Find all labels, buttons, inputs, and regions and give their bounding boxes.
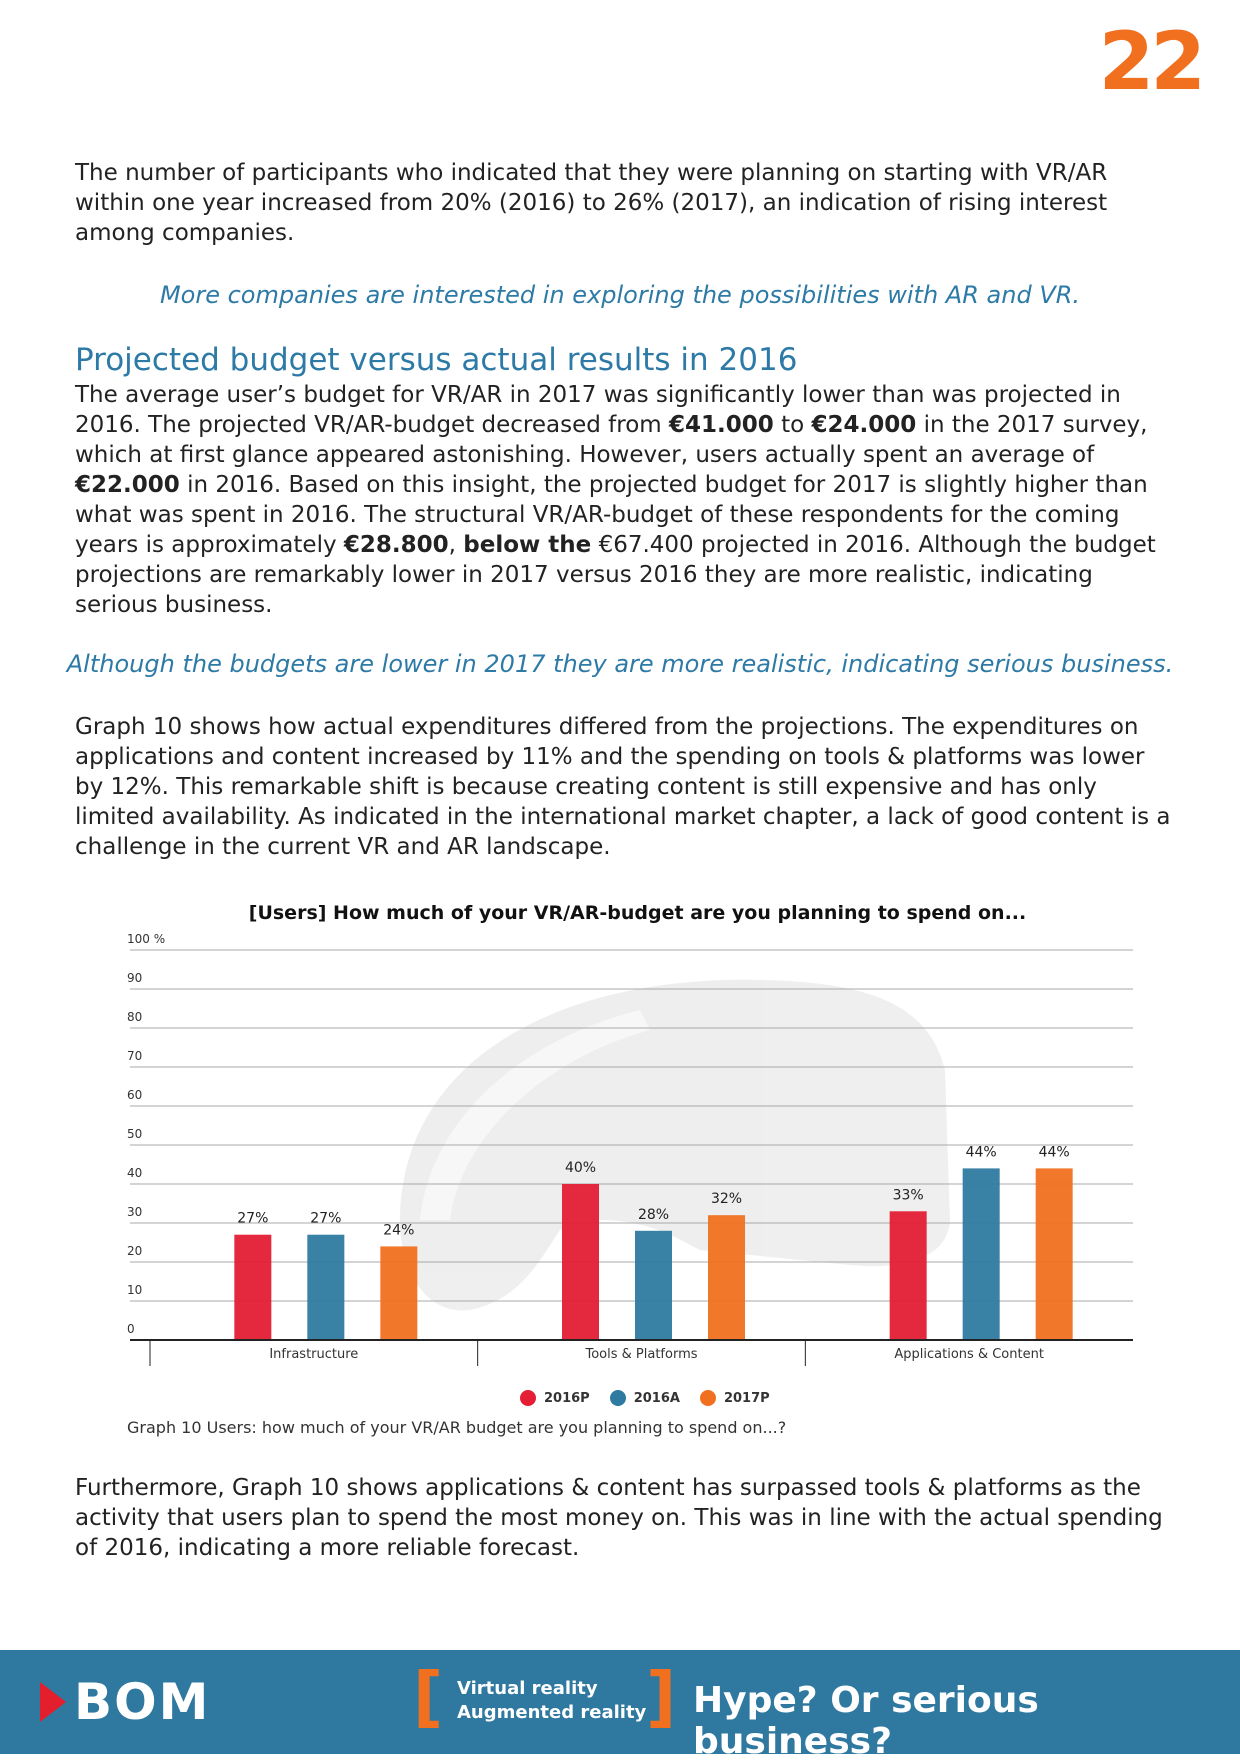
legend-item-2017p: 2017P	[699, 1390, 770, 1406]
budget-text-2: to	[773, 412, 812, 438]
data-label-2017P-0: 24%	[383, 1222, 414, 1238]
bom-logo: BOM	[40, 1672, 210, 1732]
data-label-2016A-2: 44%	[966, 1144, 997, 1160]
data-label-2017P-1: 32%	[711, 1191, 742, 1207]
footer-line-vr: Virtual reality	[457, 1678, 598, 1699]
y-tick-label-80: 80	[127, 1010, 142, 1024]
bar-2016P-2	[889, 1211, 927, 1340]
chart-caption: Graph 10 Users: how much of your VR/AR b…	[127, 1418, 787, 1437]
budget-text-6: €67.400 projected in 2016. Although the …	[75, 532, 1156, 618]
budget-text-4: in 2016. Based on this insight, the proj…	[75, 472, 1148, 558]
y-tick-label-30: 30	[127, 1205, 142, 1219]
bar-2017P-0	[380, 1246, 418, 1340]
y-tick-label-60: 60	[127, 1088, 142, 1102]
chart-legend: 2016P 2016A 2017P	[520, 1390, 770, 1406]
budget-text-3: in the 2017 survey, which at first glanc…	[75, 412, 1148, 468]
footer-line-ar: Augmented reality	[457, 1702, 647, 1723]
pull-quote-interest: More companies are interested in explori…	[159, 281, 1081, 309]
y-tick-label-0: 0	[127, 1322, 135, 1336]
page-number: 22	[1098, 15, 1206, 108]
play-arrow-icon	[40, 1682, 66, 1722]
y-tick-label-10: 10	[127, 1283, 142, 1297]
legend-item-2016p: 2016P	[520, 1390, 590, 1406]
x-tick-label-0: Infrastructure	[269, 1347, 358, 1362]
budget-amount-24000: €24.000	[811, 412, 917, 438]
legend-label-2016a: 2016A	[633, 1390, 680, 1406]
legend-label-2016p: 2016P	[544, 1390, 590, 1406]
legend-item-2016a: 2016A	[609, 1390, 680, 1406]
bar-2016A-0	[307, 1234, 345, 1340]
section-heading: Projected budget versus actual results i…	[75, 342, 798, 378]
x-tick-label-1: Tools & Platforms	[584, 1347, 697, 1362]
pull-quote-budgets: Although the budgets are lower in 2017 t…	[66, 650, 1174, 678]
chart-title: [Users] How much of your VR/AR-budget ar…	[248, 902, 1027, 924]
budget-amount-28800: €28.800	[343, 532, 449, 558]
budget-text-1: The average user’s budget for VR/AR in 2…	[75, 382, 1121, 438]
y-tick-label-100: 100 %	[127, 932, 165, 946]
intro-paragraph: The number of participants who indicated…	[75, 160, 1108, 246]
legend-label-2017p: 2017P	[723, 1390, 770, 1406]
footer-subject: Virtual reality Augmented reality	[457, 1677, 646, 1725]
chart-data-labels: 27% 27% 24% 40% 28% 32% 33% 44% 44%	[237, 1144, 1069, 1238]
footer-bar: BOM [ Virtual reality Augmented reality …	[0, 1650, 1240, 1762]
bar-chart: 0 10 20 30 40 50 60 70 80 90 100 % 27% 27% 24% 40% 28%…	[127, 932, 1133, 1366]
bar-2017P-2	[1035, 1168, 1073, 1340]
y-tick-label-40: 40	[127, 1166, 142, 1180]
y-tick-label-50: 50	[127, 1127, 142, 1141]
open-bracket: [	[413, 1658, 444, 1735]
footer-tagline: Hype? Or serious business?	[693, 1680, 1039, 1762]
legend-dot-2016a	[609, 1390, 626, 1406]
data-label-2016A-1: 28%	[638, 1207, 669, 1223]
bom-logo-text: BOM	[74, 1673, 211, 1731]
x-axis: Infrastructure Tools & Platforms Applicati…	[130, 1339, 1133, 1366]
data-label-2016P-0: 27%	[237, 1211, 268, 1227]
bar-2016A-1	[635, 1230, 672, 1340]
graph-paragraph: Graph 10 shows how actual expenditures d…	[75, 714, 1171, 860]
budget-text-5: ,	[448, 532, 464, 558]
budget-paragraph: The average user’s budget for VR/AR in 2…	[75, 380, 1175, 620]
legend-dot-2017p	[699, 1390, 716, 1406]
budget-below-the: below the	[463, 532, 592, 558]
data-label-2016P-2: 33%	[893, 1187, 924, 1203]
y-tick-label-90: 90	[127, 971, 142, 985]
budget-amount-22000: €22.000	[75, 472, 180, 498]
bar-2016A-2	[962, 1168, 1000, 1340]
bar-2016P-0	[234, 1234, 272, 1340]
budget-amount-41000: €41.000	[669, 412, 774, 438]
y-tick-label-70: 70	[127, 1049, 142, 1063]
bar-2017P-1	[708, 1215, 745, 1340]
x-tick-label-2: Applications & Content	[894, 1347, 1044, 1362]
data-label-2017P-2: 44%	[1039, 1144, 1070, 1160]
y-tick-label-20: 20	[127, 1244, 142, 1258]
bar-2016P-1	[562, 1184, 599, 1340]
chart-bars	[234, 1168, 1073, 1340]
close-bracket: ]	[646, 1658, 677, 1735]
data-label-2016A-0: 27%	[310, 1211, 341, 1227]
legend-dot-2016p	[520, 1390, 536, 1406]
conclusion-paragraph: Furthermore, Graph 10 shows applications…	[75, 1475, 1163, 1561]
y-axis-ticks: 0 10 20 30 40 50 60 70 80 90 100 %	[127, 932, 165, 1336]
data-label-2016P-1: 40%	[565, 1160, 596, 1176]
